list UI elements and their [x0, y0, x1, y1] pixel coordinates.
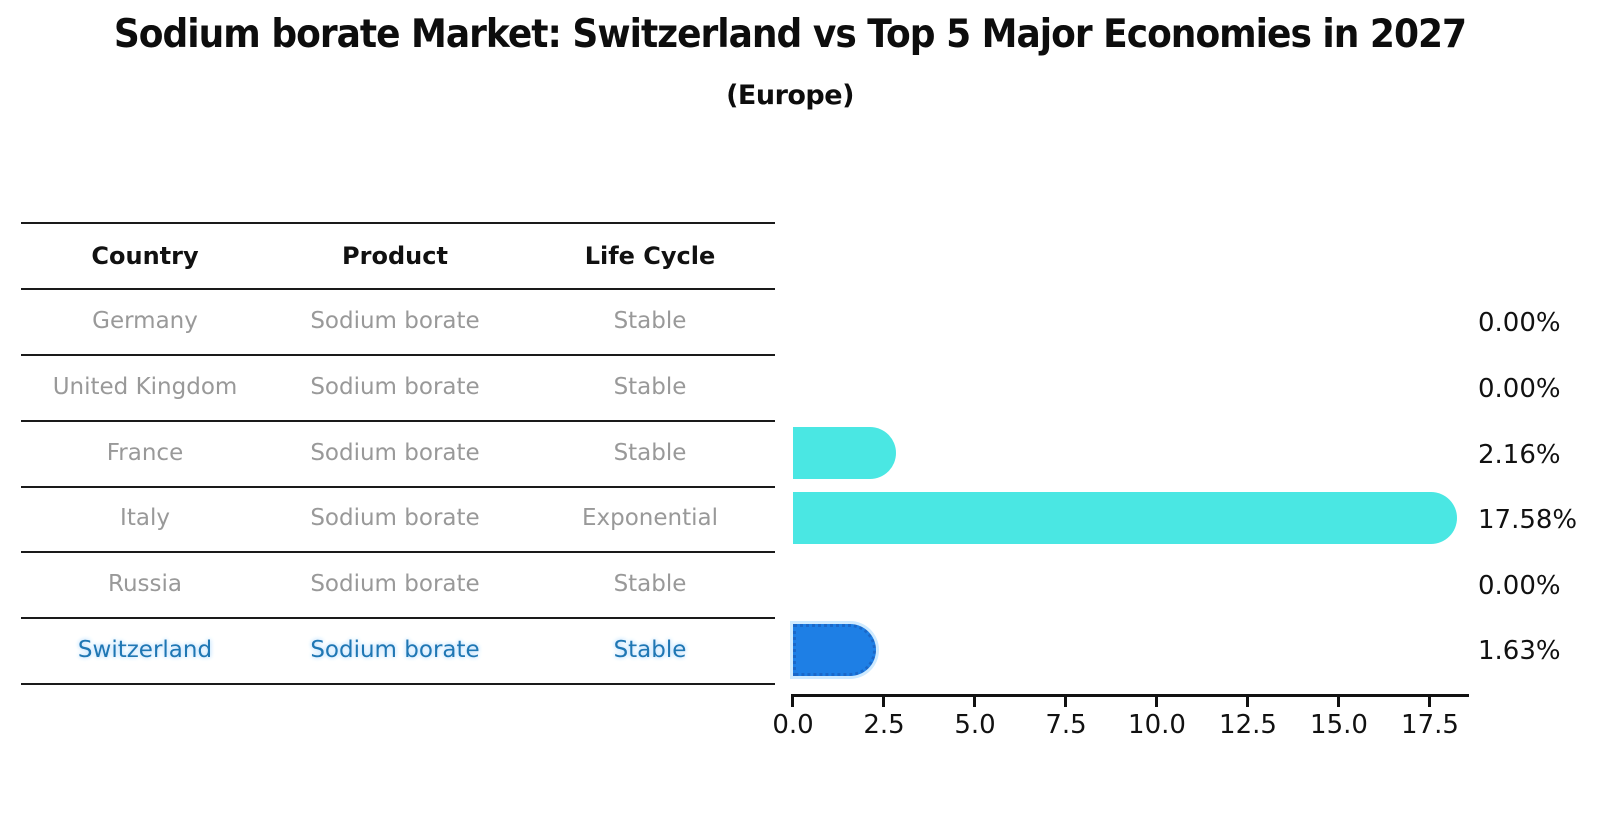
value-label-united-kingdom: 0.00%: [1478, 374, 1561, 404]
bar-italy: [793, 492, 1457, 544]
cell-product: Sodium borate: [310, 637, 480, 663]
column-header-product: Product: [342, 242, 448, 270]
cell-product: Sodium borate: [310, 440, 480, 466]
chart-subtitle: (Europe): [726, 80, 854, 111]
x-tick-mark: [791, 697, 794, 707]
bar-france: [793, 427, 896, 479]
cell-product: Sodium borate: [310, 571, 480, 597]
cell-country: Italy: [120, 505, 170, 531]
chart-title: Sodium borate Market: Switzerland vs Top…: [113, 12, 1467, 57]
table-row-switzerland: Switzerland Sodium borate Stable: [0, 632, 790, 668]
cell-lifecycle: Stable: [613, 308, 687, 334]
table-line-top: [21, 222, 775, 224]
table-line-bottom: [21, 683, 775, 685]
table-line: [21, 420, 775, 422]
value-label-germany: 0.00%: [1478, 308, 1561, 338]
table-line: [21, 486, 775, 488]
cell-lifecycle: Stable: [613, 440, 687, 466]
cell-product: Sodium borate: [310, 505, 480, 531]
cell-country: Germany: [92, 308, 198, 334]
x-tick-label: 17.5: [1401, 710, 1459, 740]
x-tick-label: 0.0: [772, 710, 814, 740]
table-line: [21, 617, 775, 619]
x-tick-mark: [1246, 697, 1249, 707]
x-tick-mark: [1337, 697, 1340, 707]
x-tick-mark: [1155, 697, 1158, 707]
x-tick-label: 2.5: [863, 710, 905, 740]
value-label-russia: 0.00%: [1478, 571, 1561, 601]
x-tick-mark: [1428, 697, 1431, 707]
cell-country: Switzerland: [77, 637, 213, 663]
x-tick-label: 5.0: [954, 710, 996, 740]
x-tick-label: 7.5: [1045, 710, 1087, 740]
cell-country: France: [106, 440, 184, 466]
table-row-france: France Sodium borate Stable: [0, 435, 790, 471]
x-tick-label: 15.0: [1310, 710, 1368, 740]
table-line: [21, 354, 775, 356]
table-line-header-bottom: [21, 288, 775, 290]
x-tick-label: 10.0: [1128, 710, 1186, 740]
cell-lifecycle: Stable: [613, 571, 687, 597]
table-row-germany: Germany Sodium borate Stable: [0, 303, 790, 339]
table-header-row: Country Product Life Cycle: [0, 238, 790, 274]
cell-country: Russia: [108, 571, 182, 597]
cell-product: Sodium borate: [310, 308, 480, 334]
value-label-switzerland: 1.63%: [1478, 636, 1561, 666]
x-tick-mark: [882, 697, 885, 707]
cell-product: Sodium borate: [310, 374, 480, 400]
x-tick-label: 12.5: [1219, 710, 1277, 740]
table-row-united-kingdom: United Kingdom Sodium borate Stable: [0, 369, 790, 405]
table-row-russia: Russia Sodium borate Stable: [0, 566, 790, 602]
cell-lifecycle: Stable: [613, 637, 687, 663]
x-tick-mark: [973, 697, 976, 707]
table-line: [21, 551, 775, 553]
column-header-lifecycle: Life Cycle: [584, 242, 716, 270]
table-row-italy: Italy Sodium borate Exponential: [0, 500, 790, 536]
cell-country: United Kingdom: [52, 374, 238, 400]
bar-switzerland: [793, 624, 876, 676]
cell-lifecycle: Stable: [613, 374, 687, 400]
value-label-france: 2.16%: [1478, 440, 1561, 470]
x-axis-line: [791, 694, 1469, 697]
column-header-country: Country: [91, 242, 199, 270]
x-tick-mark: [1064, 697, 1067, 707]
value-label-italy: 17.58%: [1478, 505, 1578, 535]
cell-lifecycle: Exponential: [581, 505, 718, 531]
